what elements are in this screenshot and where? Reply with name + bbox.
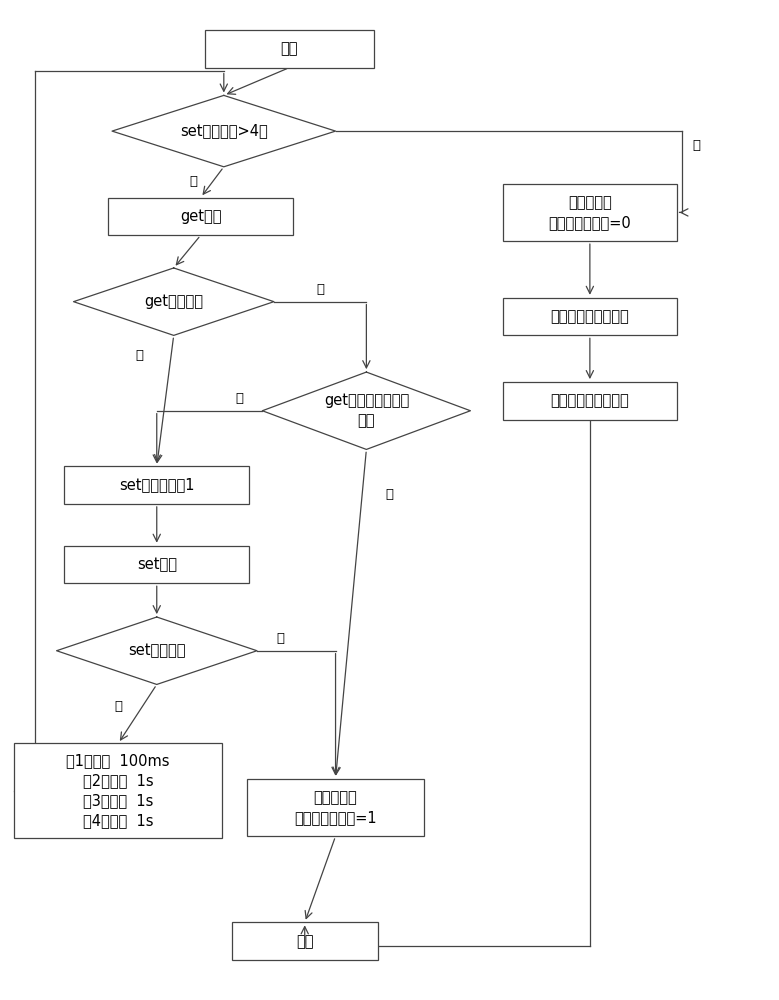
Text: set操作次数>4？: set操作次数>4？ [180,124,268,139]
FancyBboxPatch shape [65,546,249,583]
Text: get操作: get操作 [180,209,221,224]
FancyBboxPatch shape [231,922,378,960]
Text: 配置失败，
置配置成功标志=0: 配置失败， 置配置成功标志=0 [548,195,631,230]
FancyBboxPatch shape [503,184,677,241]
Text: 发送配置失败告警，: 发送配置失败告警， [551,309,629,324]
FancyBboxPatch shape [205,30,374,68]
FancyBboxPatch shape [14,743,222,838]
FancyBboxPatch shape [503,298,677,335]
Text: 是: 是 [693,139,700,152]
Text: get成功否？: get成功否？ [144,294,203,309]
Text: 是: 是 [316,283,324,296]
Text: 配置成功，
置配置成功标志=1: 配置成功， 置配置成功标志=1 [294,790,377,825]
FancyBboxPatch shape [247,779,425,836]
Text: set成功否？: set成功否？ [128,643,185,658]
FancyBboxPatch shape [503,382,677,420]
Text: 开始: 开始 [280,41,298,56]
Polygon shape [263,372,471,449]
FancyBboxPatch shape [65,466,249,504]
Text: set操作次数加1: set操作次数加1 [119,478,195,493]
Text: 否: 否 [189,175,197,188]
Text: 是: 是 [276,632,284,645]
Text: 否: 否 [135,349,143,362]
Text: 是: 是 [386,488,393,501]
Text: 否: 否 [235,392,243,405]
Polygon shape [112,95,336,167]
Text: set操作: set操作 [137,557,177,572]
Text: 登记配置失败日志，: 登记配置失败日志， [551,393,629,408]
Text: 第1次延迟  100ms
第2次延迟  1s
第3次延迟  1s
第4次延迟  1s: 第1次延迟 100ms 第2次延迟 1s 第3次延迟 1s 第4次延迟 1s [66,753,170,828]
Text: 结束: 结束 [296,934,313,949]
Polygon shape [73,268,274,335]
Text: 否: 否 [115,700,122,713]
Text: get值与希望值相同
否？: get值与希望值相同 否？ [324,393,409,428]
FancyBboxPatch shape [108,198,293,235]
Polygon shape [57,617,257,684]
